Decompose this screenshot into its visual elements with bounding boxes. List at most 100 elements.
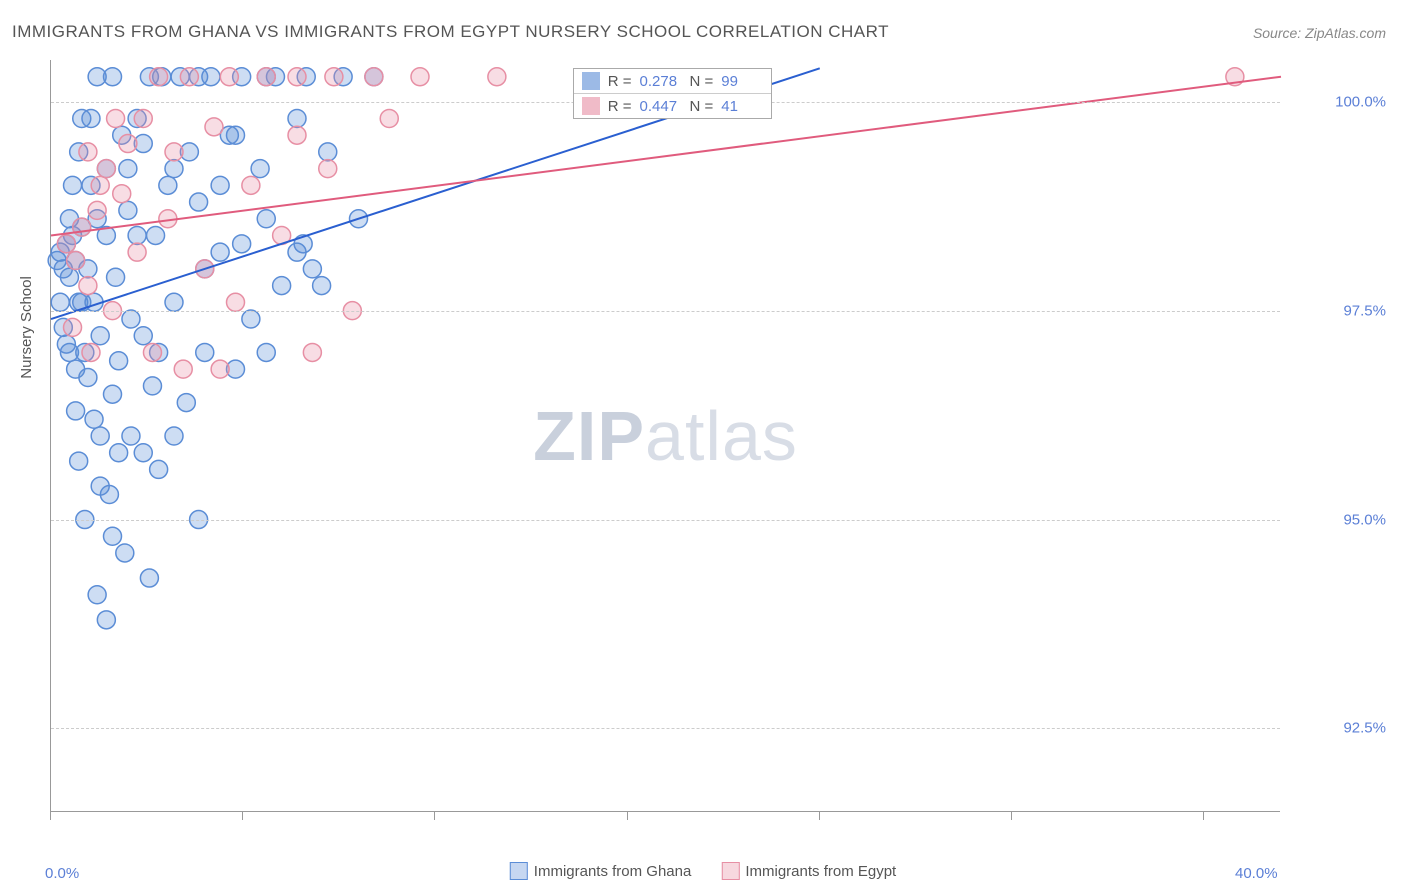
data-point xyxy=(73,218,91,236)
data-point xyxy=(319,143,337,161)
data-point xyxy=(122,427,140,445)
data-point xyxy=(79,143,97,161)
x-tick-mark xyxy=(819,812,820,820)
data-point xyxy=(134,444,152,462)
data-point xyxy=(122,310,140,328)
legend-label-egypt: Immigrants from Egypt xyxy=(745,863,896,880)
data-point xyxy=(227,126,245,144)
data-point xyxy=(134,327,152,345)
data-point xyxy=(150,68,168,86)
data-point xyxy=(88,586,106,604)
data-point xyxy=(128,243,146,261)
stats-n-value: 99 xyxy=(721,73,763,90)
data-point xyxy=(242,176,260,194)
x-tick-mark xyxy=(50,812,51,820)
data-point xyxy=(165,160,183,178)
data-point xyxy=(365,68,383,86)
data-point xyxy=(257,210,275,228)
data-point xyxy=(91,327,109,345)
plot-area: ZIPatlas xyxy=(50,60,1280,812)
data-point xyxy=(242,310,260,328)
data-point xyxy=(180,68,198,86)
data-point xyxy=(233,235,251,253)
legend: Immigrants from Ghana Immigrants from Eg… xyxy=(510,862,896,880)
gridline xyxy=(51,728,1280,729)
y-tick-label: 95.0% xyxy=(1343,511,1386,528)
data-point xyxy=(67,252,85,270)
data-point xyxy=(220,68,238,86)
data-point xyxy=(380,109,398,127)
stats-n-label: N = xyxy=(690,73,714,90)
data-point xyxy=(119,135,137,153)
data-point xyxy=(79,277,97,295)
data-point xyxy=(174,360,192,378)
data-point xyxy=(319,160,337,178)
legend-label-ghana: Immigrants from Ghana xyxy=(534,863,692,880)
y-tick-label: 100.0% xyxy=(1335,93,1386,110)
data-point xyxy=(159,176,177,194)
data-point xyxy=(64,318,82,336)
data-point xyxy=(57,235,75,253)
data-point xyxy=(325,68,343,86)
data-point xyxy=(64,176,82,194)
x-tick-mark xyxy=(1203,812,1204,820)
data-point xyxy=(85,410,103,428)
data-point xyxy=(140,569,158,587)
stats-r-label: R = xyxy=(608,98,632,115)
data-point xyxy=(257,343,275,361)
y-tick-label: 92.5% xyxy=(1343,720,1386,737)
data-point xyxy=(104,385,122,403)
y-axis-label: Nursery School xyxy=(18,276,35,379)
data-point xyxy=(60,268,78,286)
data-point xyxy=(205,118,223,136)
data-point xyxy=(251,160,269,178)
data-point xyxy=(134,109,152,127)
chart-container: IMMIGRANTS FROM GHANA VS IMMIGRANTS FROM… xyxy=(0,0,1406,892)
gridline xyxy=(51,311,1280,312)
stats-row: R = 0.447 N = 41 xyxy=(574,94,772,118)
data-point xyxy=(177,394,195,412)
stats-box: R = 0.278 N = 99 R = 0.447 N = 41 xyxy=(573,68,773,119)
data-point xyxy=(288,68,306,86)
data-point xyxy=(67,402,85,420)
data-point xyxy=(119,201,137,219)
data-point xyxy=(303,260,321,278)
data-point xyxy=(211,360,229,378)
data-point xyxy=(104,68,122,86)
stats-r-value: 0.447 xyxy=(640,98,682,115)
data-point xyxy=(150,460,168,478)
stats-r-value: 0.278 xyxy=(640,73,682,90)
data-point xyxy=(51,293,69,311)
data-point xyxy=(91,427,109,445)
chart-title: IMMIGRANTS FROM GHANA VS IMMIGRANTS FROM… xyxy=(12,22,889,42)
stats-n-value: 41 xyxy=(721,98,763,115)
chart-svg xyxy=(51,60,1280,811)
x-tick-label: 40.0% xyxy=(1235,865,1278,882)
data-point xyxy=(119,160,137,178)
data-point xyxy=(57,335,75,353)
data-point xyxy=(97,611,115,629)
data-point xyxy=(113,185,131,203)
stats-n-label: N = xyxy=(690,98,714,115)
data-point xyxy=(70,452,88,470)
legend-item-ghana: Immigrants from Ghana xyxy=(510,862,692,880)
data-point xyxy=(82,109,100,127)
x-tick-label: 0.0% xyxy=(45,865,79,882)
data-point xyxy=(91,176,109,194)
x-tick-mark xyxy=(434,812,435,820)
source-label: Source: ZipAtlas.com xyxy=(1253,25,1386,41)
data-point xyxy=(143,343,161,361)
data-point xyxy=(97,160,115,178)
stats-r-label: R = xyxy=(608,73,632,90)
data-point xyxy=(288,126,306,144)
stats-row: R = 0.278 N = 99 xyxy=(574,69,772,94)
data-point xyxy=(257,68,275,86)
data-point xyxy=(313,277,331,295)
data-point xyxy=(411,68,429,86)
data-point xyxy=(82,343,100,361)
legend-swatch-egypt xyxy=(721,862,739,880)
data-point xyxy=(88,201,106,219)
y-tick-label: 97.5% xyxy=(1343,302,1386,319)
data-point xyxy=(79,369,97,387)
data-point xyxy=(165,143,183,161)
